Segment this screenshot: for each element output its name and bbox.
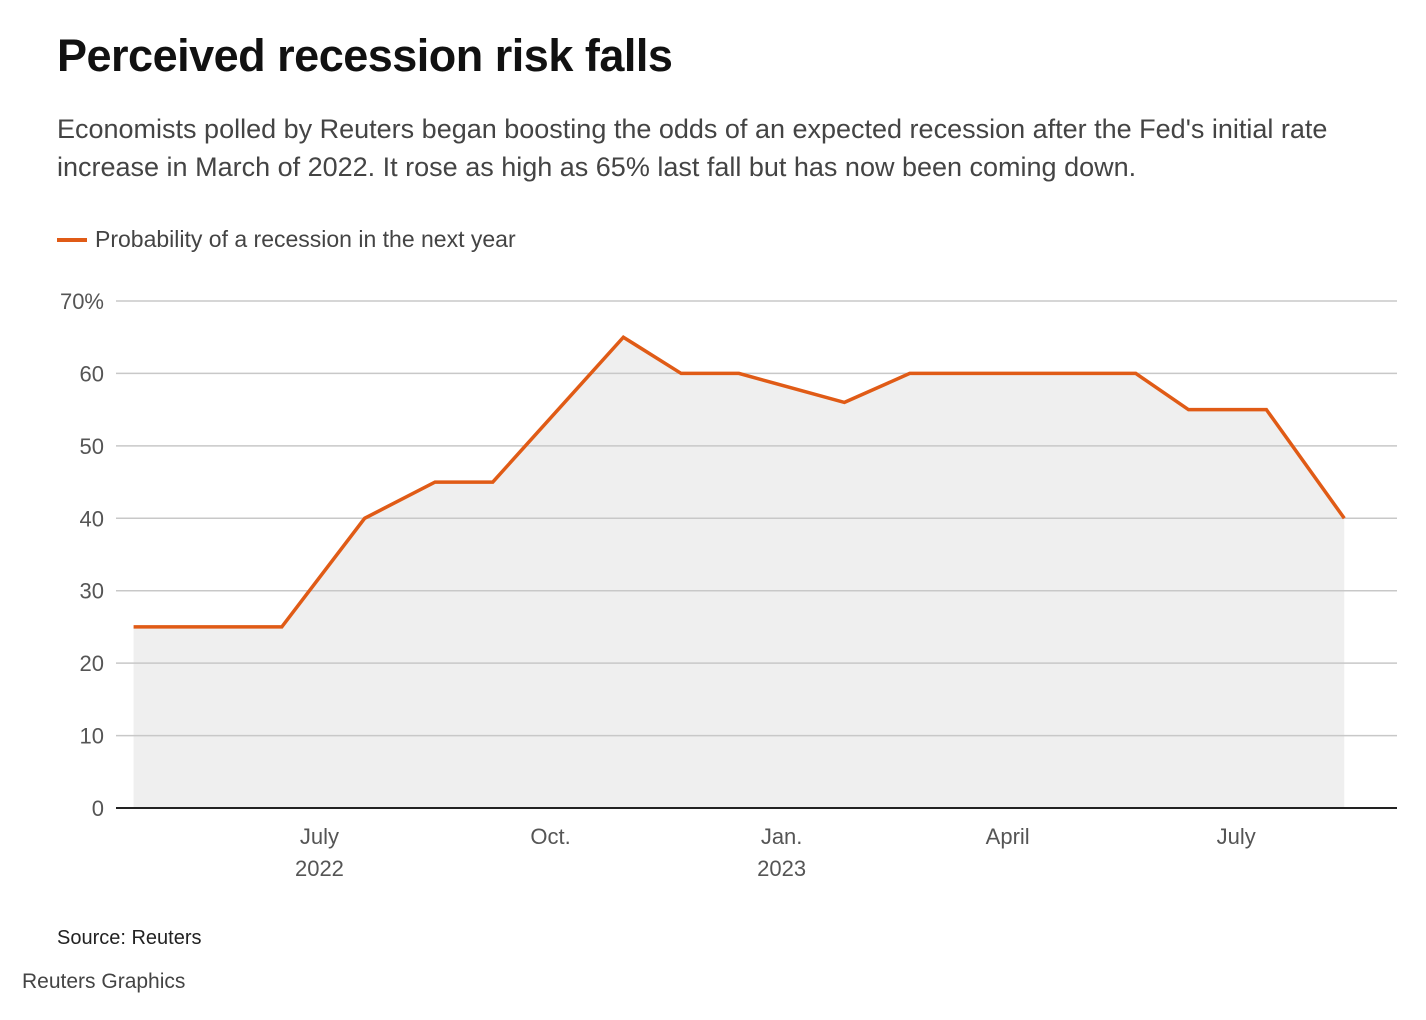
y-tick-label: 40 — [80, 506, 104, 531]
y-tick-label: 10 — [80, 724, 104, 749]
y-tick-label: 30 — [80, 579, 104, 604]
legend-label: Probability of a recession in the next y… — [95, 226, 516, 252]
credit-line: Reuters Graphics — [22, 970, 186, 993]
line-chart: 0 10 20 30 40 50 60 70% July 2022 Oct. Jan. 2023 Apri… — [60, 289, 1397, 881]
x-tick-label: July — [1217, 824, 1256, 849]
x-tick-sublabel: 2022 — [295, 856, 344, 881]
series-line — [133, 334, 1346, 629]
chart-title: Perceived recession risk falls — [57, 30, 673, 81]
chart-subtitle: Economists polled by Reuters began boost… — [57, 114, 1328, 182]
legend-swatch — [57, 237, 87, 242]
x-tick-sublabel: 2023 — [757, 856, 806, 881]
legend: Probability of a recession in the next y… — [57, 226, 516, 253]
y-tick-label: 20 — [80, 651, 104, 676]
y-tick-label: 0 — [92, 796, 104, 821]
x-tick-label: July — [300, 824, 339, 849]
source-note: Source: Reuters — [57, 927, 202, 949]
y-tick-label: 60 — [80, 361, 104, 386]
x-tick-label: Jan. — [761, 824, 803, 849]
y-tick-label: 70% — [60, 289, 104, 314]
y-tick-label: 50 — [80, 434, 104, 459]
x-tick-label: Oct. — [530, 824, 570, 849]
x-tick-label: April — [986, 824, 1030, 849]
area-fill — [133, 337, 1345, 808]
